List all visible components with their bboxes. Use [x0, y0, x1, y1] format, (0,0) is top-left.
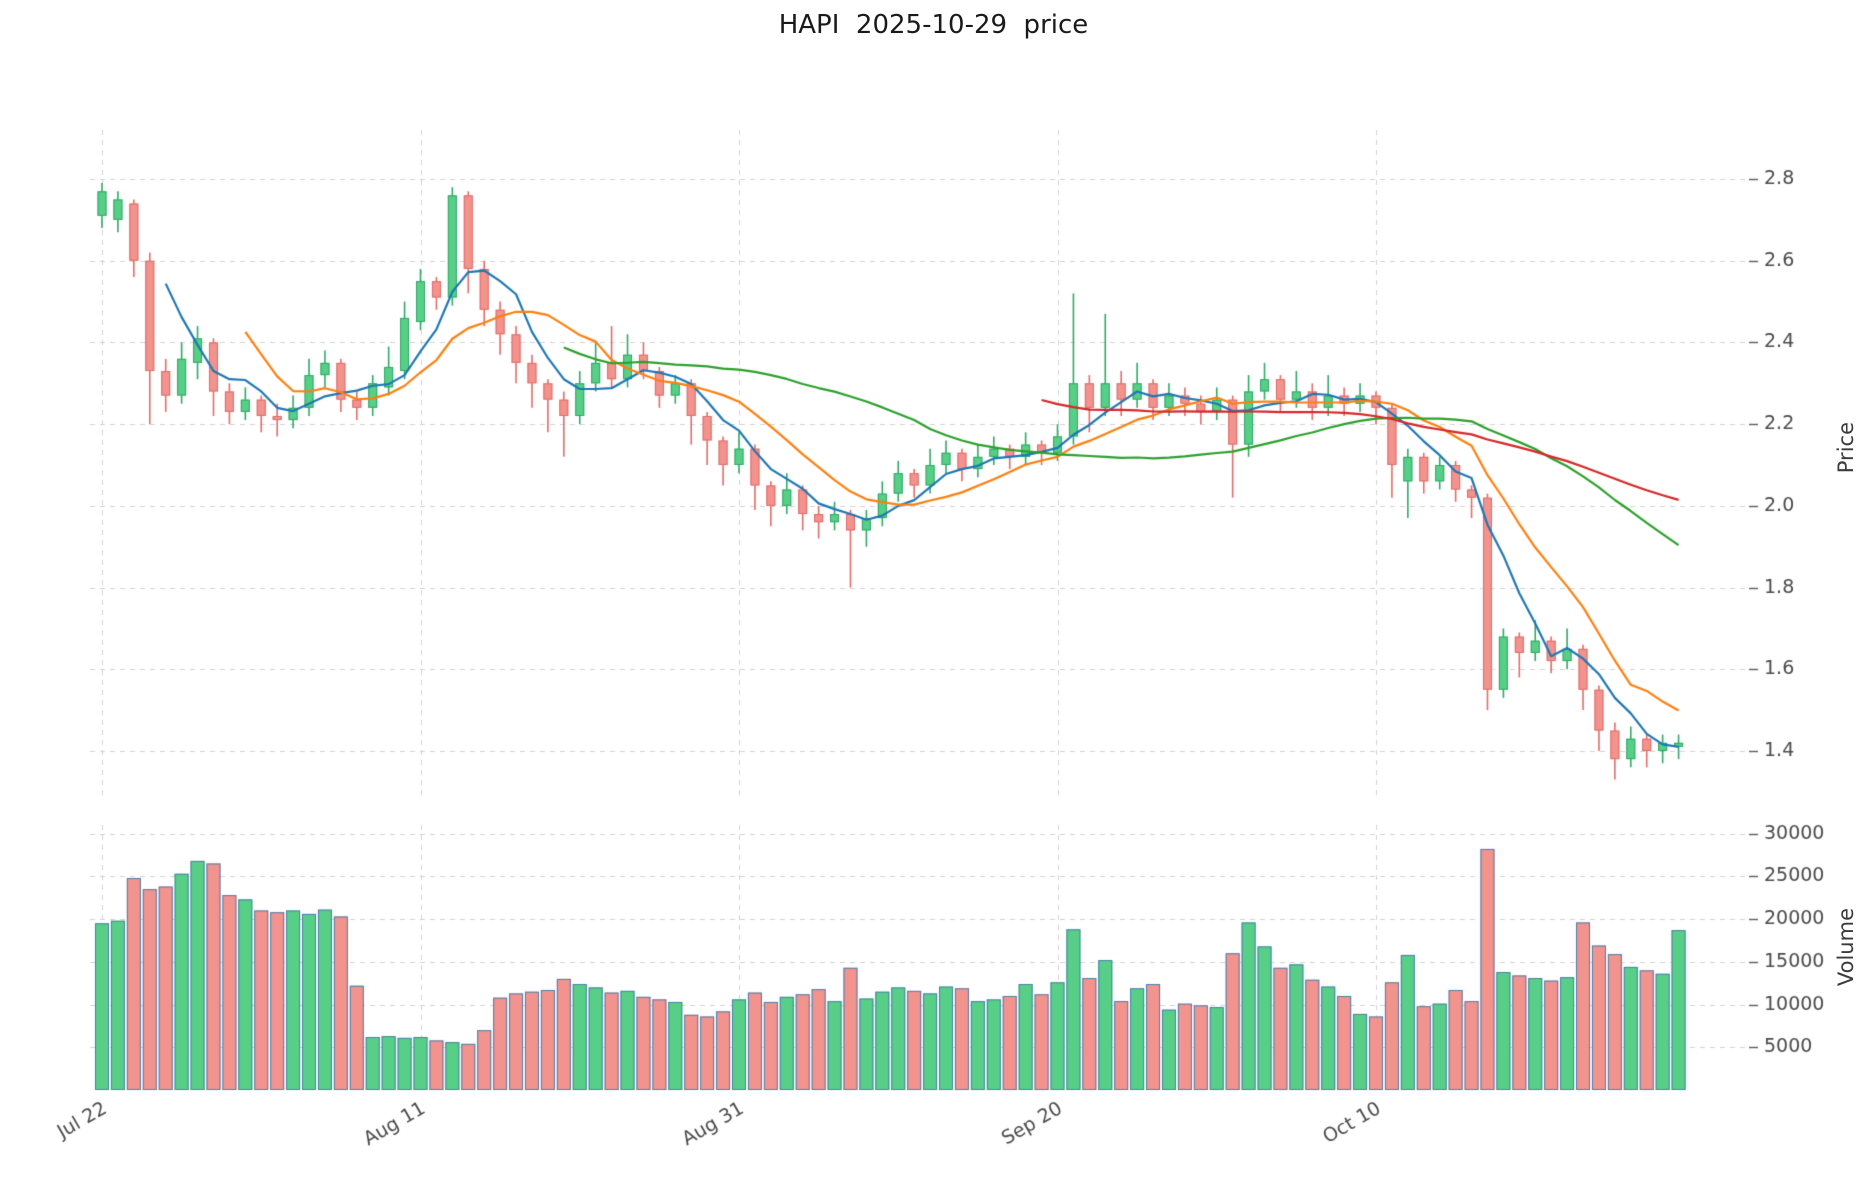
price-axis-title: Price	[1834, 422, 1858, 474]
volume-axis-title: Volume	[1834, 908, 1858, 987]
chart-title: HAPI 2025-10-29 price	[778, 10, 1089, 40]
